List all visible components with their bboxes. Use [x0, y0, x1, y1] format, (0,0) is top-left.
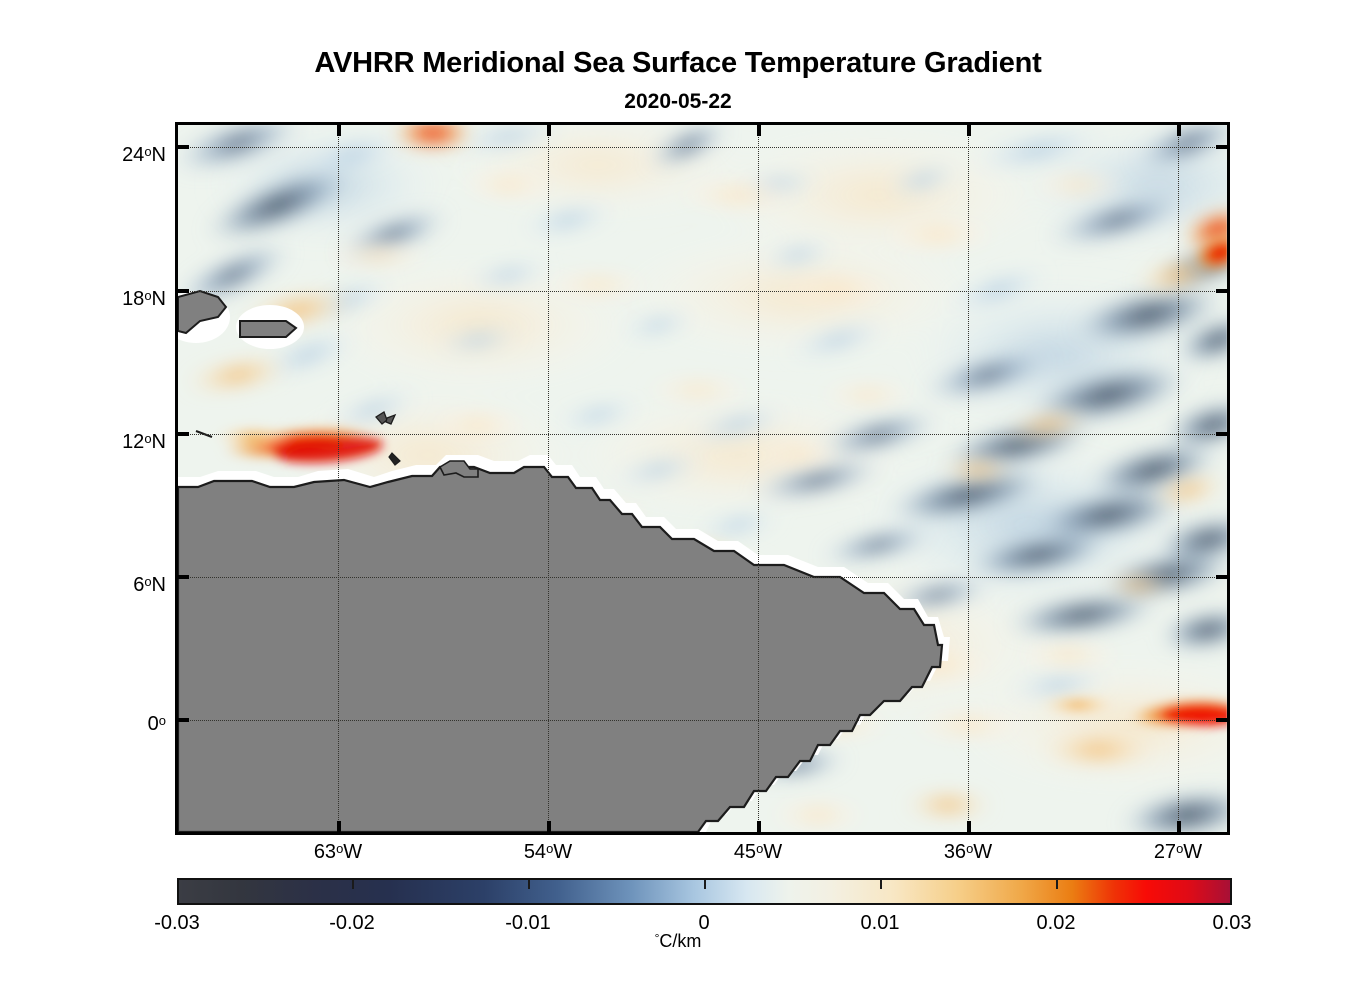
xtick-36w: [967, 821, 971, 832]
xtick-label-54w: 54oW: [523, 841, 573, 863]
xtick-27w: [1177, 821, 1181, 832]
colorbar-unit-label: °C/km: [654, 931, 702, 951]
xtick-top-63w: [337, 125, 341, 136]
ytick-right-6n: [1216, 575, 1227, 579]
ytick-12n: [178, 432, 189, 436]
xtick-label-27w: 27oW: [1153, 841, 1203, 863]
land-mask-layer: [178, 289, 1227, 832]
colorbar-tick-0.01: [880, 880, 882, 889]
ytick-label-6n: 6oN: [133, 574, 166, 596]
colorbar-label-0.03: 0.03: [1212, 912, 1252, 934]
xtick-label-63w: 63oW: [313, 841, 363, 863]
colorbar-tick--0.02: [352, 880, 354, 889]
xtick-label-45w: 45oW: [733, 841, 783, 863]
ytick-right-18n: [1216, 289, 1227, 293]
xtick-45w: [757, 821, 761, 832]
xtick-top-45w: [757, 125, 761, 136]
colorbar-tick--0.01: [528, 880, 530, 889]
xtick-54w: [547, 821, 551, 832]
page-title: AVHRR Meridional Sea Surface Temperature…: [314, 47, 1042, 79]
figure-subtitle-date: 2020-05-22: [624, 90, 732, 113]
xtick-63w: [337, 821, 341, 832]
ytick-label-0: 0o: [147, 713, 166, 735]
ytick-label-24n: 24oN: [122, 144, 166, 166]
colorbar-label--0.02: -0.02: [329, 912, 375, 934]
colorbar-tick-0.02: [1056, 880, 1058, 889]
colorbar-label--0.01: -0.01: [505, 912, 551, 934]
colorbar-label-0: 0: [698, 912, 710, 934]
colorbar-tick-0: [704, 880, 706, 889]
ytick-right-12n: [1216, 432, 1227, 436]
ytick-18n: [178, 289, 189, 293]
ytick-label-18n: 18oN: [122, 288, 166, 310]
colorbar[interactable]: [177, 878, 1232, 905]
ytick-right-24n: [1216, 145, 1227, 149]
ytick-right-0: [1216, 718, 1227, 722]
xtick-label-36w: 36oW: [943, 841, 993, 863]
ytick-0: [178, 718, 189, 722]
xtick-top-54w: [547, 125, 551, 136]
colorbar-label--0.03: -0.03: [154, 912, 200, 934]
colorbar-label-0.02: 0.02: [1036, 912, 1076, 934]
colorbar-label-0.01: 0.01: [860, 912, 900, 934]
map-plot-area[interactable]: [175, 122, 1230, 835]
ytick-label-12n: 12oN: [122, 431, 166, 453]
ytick-6n: [178, 575, 189, 579]
xtick-top-36w: [967, 125, 971, 136]
ytick-24n: [178, 145, 189, 149]
xtick-top-27w: [1177, 125, 1181, 136]
sst-gradient-field: [178, 125, 1227, 832]
map-clip: [178, 125, 1227, 832]
